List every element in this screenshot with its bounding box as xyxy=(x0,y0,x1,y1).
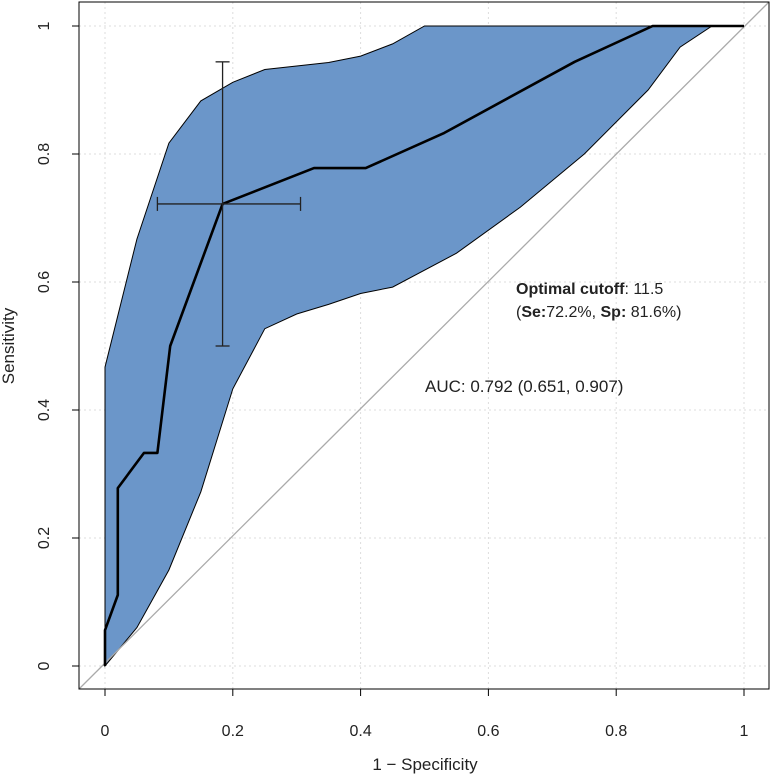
sp-label: Sp: xyxy=(601,304,627,321)
reference-diagonal xyxy=(78,1,770,690)
x-tick-label-2: 0.4 xyxy=(349,723,371,740)
x-tick-label-4: 0.8 xyxy=(605,723,627,740)
x-tick-label-5: 1 xyxy=(740,723,749,740)
y-tick-label-0: 0 xyxy=(36,661,53,670)
x-axis-label: 1 − Specificity xyxy=(372,755,478,774)
se-label: Se: xyxy=(521,304,546,321)
optimal-cutoff-annotation: Optimal cutoff: 11.5 xyxy=(516,281,663,298)
roc-curve-line xyxy=(103,24,744,666)
y-tick-label-1: 0.2 xyxy=(36,527,53,549)
x-tick-label-3: 0.6 xyxy=(477,723,499,740)
se-value: 72.2%, xyxy=(546,304,600,321)
y-tick-label-3: 0.6 xyxy=(36,271,53,293)
cutoff-value: : 11.5 xyxy=(624,281,663,298)
axes: 0 0.2 0.4 0.6 0.8 1 0 0.2 0.4 0.6 0.8 1 xyxy=(36,21,749,740)
se-sp-annotation: (Se:72.2%, Sp: 81.6%) xyxy=(516,304,681,321)
plot-frame xyxy=(78,1,770,690)
y-axis-label: Sensitivity xyxy=(0,307,18,384)
y-tick-label-5: 1 xyxy=(36,21,53,30)
y-tick-label-2: 0.4 xyxy=(36,399,53,421)
se-open: ( xyxy=(516,304,522,321)
y-tick-label-4: 0.8 xyxy=(36,143,53,165)
cutoff-label: Optimal cutoff xyxy=(516,281,625,298)
x-tick-label-0: 0 xyxy=(101,723,110,740)
optimal-point-crosshair xyxy=(156,61,302,347)
sp-value: 81.6%) xyxy=(626,304,681,321)
x-tick-label-1: 0.2 xyxy=(222,723,244,740)
auc-annotation: AUC: 0.792 (0.651, 0.907) xyxy=(425,377,623,396)
